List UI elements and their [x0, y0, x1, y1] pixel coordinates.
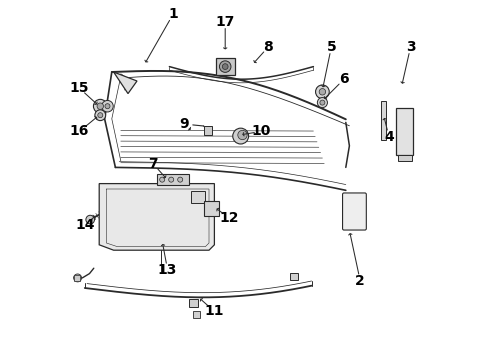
Text: 1: 1: [168, 8, 178, 21]
Circle shape: [160, 177, 165, 182]
Text: 15: 15: [70, 81, 89, 95]
Bar: [157, 174, 189, 185]
Text: 6: 6: [339, 72, 349, 86]
Circle shape: [97, 103, 103, 109]
Circle shape: [94, 99, 107, 113]
Text: 2: 2: [355, 274, 365, 288]
Circle shape: [320, 100, 325, 105]
Polygon shape: [99, 184, 215, 250]
Bar: [191, 191, 205, 203]
Text: 10: 10: [251, 125, 271, 138]
Text: 16: 16: [70, 125, 89, 138]
Circle shape: [95, 110, 106, 121]
Circle shape: [74, 274, 81, 282]
Circle shape: [105, 104, 110, 109]
Text: 5: 5: [326, 40, 336, 54]
Circle shape: [316, 85, 329, 99]
Polygon shape: [114, 72, 137, 94]
Text: 3: 3: [406, 40, 416, 54]
Text: 7: 7: [148, 157, 158, 171]
Circle shape: [98, 113, 103, 118]
Circle shape: [102, 100, 113, 112]
Bar: [290, 273, 298, 280]
Circle shape: [86, 215, 95, 224]
Bar: [381, 101, 387, 140]
Bar: [398, 155, 412, 161]
FancyBboxPatch shape: [343, 193, 367, 230]
Bar: [204, 201, 219, 216]
Circle shape: [238, 130, 247, 140]
Circle shape: [233, 128, 248, 144]
Text: 11: 11: [205, 305, 224, 318]
Text: 4: 4: [384, 130, 394, 144]
Circle shape: [169, 177, 174, 182]
Bar: [189, 299, 198, 307]
Text: 8: 8: [264, 40, 273, 54]
Circle shape: [222, 64, 228, 69]
Circle shape: [220, 61, 231, 72]
Circle shape: [319, 89, 326, 95]
Circle shape: [318, 98, 327, 108]
Text: 12: 12: [219, 211, 239, 225]
Bar: [204, 126, 212, 135]
Text: 9: 9: [179, 117, 189, 131]
Bar: [193, 311, 200, 318]
Text: 14: 14: [75, 218, 95, 232]
Text: 13: 13: [158, 263, 177, 277]
Circle shape: [178, 177, 183, 182]
Bar: [74, 275, 80, 281]
Bar: [396, 108, 414, 155]
Text: 17: 17: [216, 15, 235, 28]
Bar: [216, 58, 235, 75]
